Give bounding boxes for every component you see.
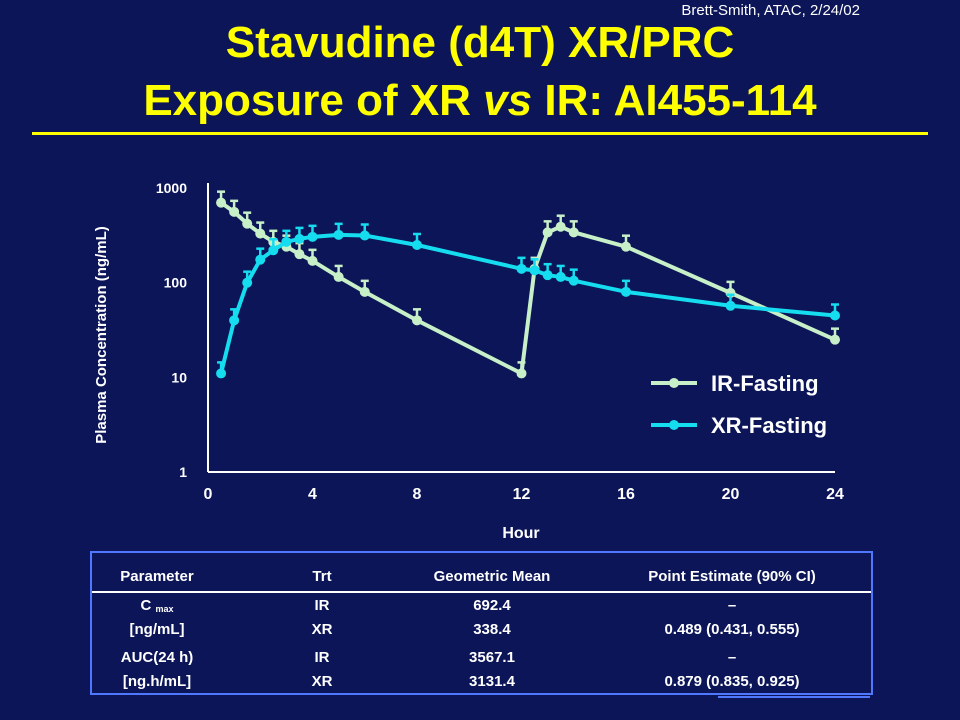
x-axis-title: Hour: [502, 525, 539, 542]
series-1-point-5: [281, 236, 292, 247]
series-1-point-9: [359, 230, 370, 241]
table-cell-cmax-mean-ir: 692.4: [473, 597, 511, 614]
x-tick-label-4: 16: [617, 486, 635, 503]
pk-results-table: Parameter Trt Geometric Mean Point Estim…: [90, 551, 873, 695]
table-row-cmax-unit: [ng/mL]: [129, 621, 185, 638]
series-1-point-0: [216, 368, 227, 379]
legend-marker-0: [669, 378, 679, 388]
series-0-point-10: [412, 315, 422, 326]
table-cell-cmax-trt-ir: IR: [314, 597, 330, 614]
pk-line-chart: 1 10 100 1000 0 4 8 12 16 20 24 Hour Plasma Concentr…: [93, 180, 844, 542]
series-1-point-7: [307, 231, 318, 242]
subtitle-italic: vs: [483, 76, 533, 125]
series-1-point-12: [529, 265, 540, 276]
slide-subtitle: Exposure of XR vs IR: AI455-114: [30, 74, 930, 128]
y-tick-label-2: 100: [164, 275, 188, 291]
table-header-divider: [92, 591, 871, 593]
table-cell-auc-estimate-ir: –: [727, 649, 737, 666]
series-0-point-14: [555, 221, 566, 232]
series-0-point-13: [542, 227, 553, 238]
y-axis-title: Plasma Concentration (ng/mL): [93, 226, 110, 444]
table-header-geometric-mean: Geometric Mean: [433, 568, 551, 585]
legend-label-1: XR-Fasting: [711, 413, 827, 438]
series-1-point-13: [542, 270, 553, 281]
subtitle-pre: Exposure of XR: [143, 76, 484, 125]
x-tick-label-3: 12: [513, 486, 531, 503]
series-1-point-3: [255, 254, 266, 265]
table-row-auc-unit: [ng.h/mL]: [122, 673, 192, 690]
series-1-point-2: [242, 277, 253, 288]
series-1-point-6: [294, 233, 305, 244]
x-tick-label-2: 8: [413, 486, 422, 503]
table-cell-cmax-estimate-xr: 0.489 (0.431, 0.555): [664, 621, 800, 638]
table-underline: [718, 696, 870, 698]
table-cell-auc-trt-ir: IR: [314, 649, 330, 666]
series-1-point-11: [516, 263, 527, 274]
x-tick-label-6: 24: [826, 486, 844, 503]
series-1-point-17: [725, 300, 736, 311]
series-1-point-15: [568, 275, 579, 286]
series-0-point-16: [621, 241, 631, 252]
legend-marker-1: [669, 420, 679, 430]
legend-label-0: IR-Fasting: [711, 371, 819, 396]
y-tick-label-1: 10: [171, 369, 187, 385]
table-cell-auc-mean-xr: 3131.4: [469, 673, 515, 690]
series-0-point-3: [255, 228, 266, 239]
y-tick-label-3: 1000: [156, 180, 187, 196]
series-1-point-18: [830, 310, 840, 321]
table-row-cmax-param: C max: [102, 597, 212, 614]
series-1-point-16: [621, 286, 631, 297]
table-cell-auc-estimate-xr: 0.879 (0.835, 0.925): [664, 673, 800, 690]
series-0-point-15: [568, 227, 579, 238]
table-header-point-estimate: Point Estimate (90% CI): [648, 568, 816, 585]
series-0-point-8: [333, 271, 344, 282]
cmax-label: C: [140, 597, 152, 614]
series-1-point-8: [333, 229, 344, 240]
series-0-point-11: [516, 368, 527, 379]
table-cell-cmax-trt-xr: XR: [311, 621, 333, 638]
series-1-point-1: [229, 315, 240, 326]
series-1-point-4: [268, 245, 279, 256]
x-tick-label-1: 4: [308, 486, 317, 503]
x-tick-label-0: 0: [204, 486, 213, 503]
series-0-point-6: [294, 249, 305, 260]
table-cell-auc-mean-ir: 3567.1: [469, 649, 515, 666]
slide-credit: Brett-Smith, ATAC, 2/24/02: [681, 2, 860, 19]
table-cell-cmax-mean-xr: 338.4: [473, 621, 511, 638]
slide-title: Stavudine (d4T) XR/PRC: [225, 18, 735, 67]
series-0-point-7: [307, 255, 318, 266]
table-header-parameter: Parameter: [120, 568, 194, 585]
series-0-point-1: [229, 206, 240, 217]
series-0-point-0: [216, 197, 227, 208]
series-0-point-2: [242, 218, 253, 229]
title-rule: [32, 132, 928, 135]
table-row-auc-param: AUC(24 h): [120, 649, 194, 666]
table-cell-auc-trt-xr: XR: [311, 673, 333, 690]
series-0-point-18: [830, 334, 840, 345]
x-tick-label-5: 20: [722, 486, 740, 503]
series-1-point-14: [555, 271, 566, 282]
series-0-point-9: [359, 286, 370, 297]
table-cell-cmax-estimate-ir: –: [727, 597, 737, 614]
cmax-subscript: max: [155, 604, 174, 614]
table-header-trt: Trt: [312, 568, 332, 585]
subtitle-post: IR: AI455-114: [532, 76, 817, 125]
y-tick-label-0: 1: [179, 464, 187, 480]
series-1-point-10: [412, 239, 422, 250]
